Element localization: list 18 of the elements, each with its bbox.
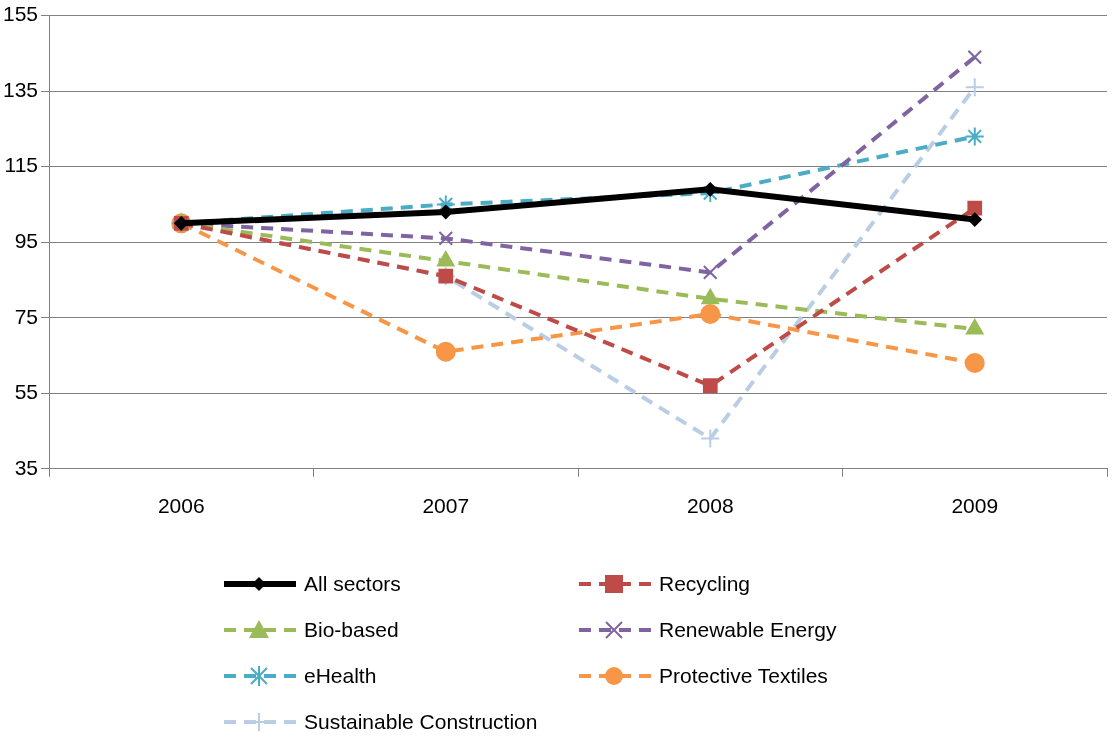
legend-label: eHealth xyxy=(304,664,377,688)
legend-label: All sectors xyxy=(304,572,401,596)
y-tick-label: 75 xyxy=(14,304,39,328)
x-tick-label: 2006 xyxy=(157,494,205,518)
y-tick-label: 55 xyxy=(14,380,39,404)
y-tick-label: 155 xyxy=(2,2,39,26)
legend-label: Protective Textiles xyxy=(659,664,828,688)
legend-label: Recycling xyxy=(659,572,751,596)
y-tick-label: 35 xyxy=(14,455,39,479)
x-tick-label: 2007 xyxy=(422,494,470,518)
legend-label: Renewable Energy xyxy=(659,618,837,642)
legend-label: Bio-based xyxy=(304,618,399,642)
y-tick-label: 95 xyxy=(14,229,39,252)
x-tick-label: 2009 xyxy=(951,494,999,518)
x-tick-label: 2008 xyxy=(686,494,734,518)
legend-label: Sustainable Construction xyxy=(304,710,538,734)
y-tick-label: 135 xyxy=(2,77,39,101)
y-tick-label: 115 xyxy=(4,153,39,177)
